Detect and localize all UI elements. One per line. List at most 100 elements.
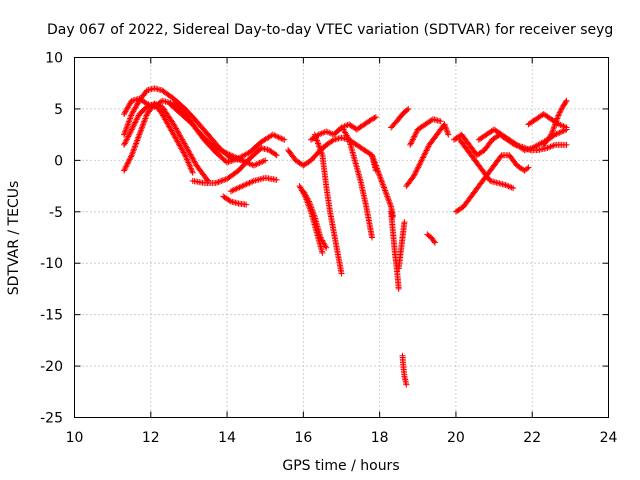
data-point xyxy=(135,134,142,141)
data-point xyxy=(374,166,381,173)
data-point xyxy=(231,156,238,163)
data-point xyxy=(219,148,226,155)
series-arc-22 xyxy=(424,231,438,246)
series-arc-11 xyxy=(300,188,330,251)
data-point xyxy=(375,169,382,176)
data-point xyxy=(220,149,227,155)
data-point xyxy=(131,144,138,151)
data-point xyxy=(549,128,556,135)
data-point xyxy=(379,181,386,188)
data-point xyxy=(124,160,131,167)
series-arc-17 xyxy=(388,105,412,131)
data-point xyxy=(410,134,417,141)
data-point xyxy=(318,149,325,156)
data-point xyxy=(444,128,451,135)
data-point xyxy=(127,129,134,136)
data-point xyxy=(416,161,423,168)
data-point xyxy=(317,146,324,153)
data-point xyxy=(419,155,426,162)
data-point xyxy=(125,159,132,166)
data-point xyxy=(430,238,437,245)
data-point xyxy=(227,152,234,159)
data-point xyxy=(252,161,259,168)
data-point xyxy=(123,136,130,143)
data-point xyxy=(395,285,402,292)
data-point xyxy=(369,153,376,160)
data-point xyxy=(224,159,231,166)
data-point xyxy=(230,186,237,193)
data-point xyxy=(408,139,415,146)
data-point xyxy=(125,132,132,139)
data-point xyxy=(375,168,382,175)
data-point xyxy=(383,190,390,197)
data-point xyxy=(384,193,391,200)
data-point xyxy=(185,160,192,167)
data-point xyxy=(122,139,129,146)
data-point xyxy=(139,124,146,131)
data-point xyxy=(228,157,235,164)
data-point xyxy=(409,137,416,144)
series-arc-9 xyxy=(285,134,379,174)
data-point xyxy=(316,144,323,151)
data-point xyxy=(262,157,269,164)
data-point xyxy=(547,132,554,139)
data-point xyxy=(182,152,189,159)
data-point xyxy=(123,125,130,132)
data-point xyxy=(140,119,147,126)
data-point xyxy=(412,130,419,137)
data-point xyxy=(317,147,324,154)
data-point xyxy=(225,158,232,165)
data-point xyxy=(384,194,391,201)
data-point xyxy=(184,158,191,165)
data-point xyxy=(130,122,137,129)
data-point xyxy=(377,175,384,182)
data-point xyxy=(142,115,149,122)
series-arc-2 xyxy=(121,85,246,164)
data-point xyxy=(423,147,430,154)
data-point xyxy=(378,178,385,185)
series-arc-18 xyxy=(395,219,408,272)
data-point xyxy=(137,128,144,135)
data-point xyxy=(412,169,419,176)
data-point xyxy=(383,191,390,198)
series-arc-26 xyxy=(475,126,570,154)
data-point xyxy=(415,164,422,171)
data-point xyxy=(226,151,233,158)
data-point xyxy=(552,121,559,128)
y-tick-label: -10 xyxy=(40,256,63,272)
data-point xyxy=(121,141,128,148)
data-point xyxy=(369,152,376,159)
data-point xyxy=(126,130,133,137)
data-point xyxy=(186,162,193,169)
y-tick-label: -20 xyxy=(40,359,63,375)
data-point xyxy=(131,120,138,127)
data-point xyxy=(551,122,558,129)
data-point xyxy=(124,122,131,129)
data-point xyxy=(129,125,136,132)
data-point xyxy=(371,158,378,165)
data-point xyxy=(214,179,221,186)
data-point xyxy=(385,197,392,204)
data-point xyxy=(319,249,326,256)
data-point xyxy=(376,171,383,178)
data-point xyxy=(313,137,320,144)
data-point xyxy=(554,114,561,121)
data-point xyxy=(140,121,147,128)
y-tick-label: -25 xyxy=(40,411,63,427)
data-point xyxy=(510,185,517,192)
data-point xyxy=(411,171,418,178)
y-tick-label: -15 xyxy=(40,308,63,324)
x-tick-labels: 10 12 14 16 18 20 22 24 xyxy=(66,430,618,446)
data-point xyxy=(212,179,219,186)
data-point xyxy=(136,131,143,138)
data-point xyxy=(222,176,229,183)
data-point xyxy=(403,381,410,388)
data-point xyxy=(415,162,422,169)
y-tick-labels: 10 5 0 -5 -10 -15 -20 -25 xyxy=(40,51,63,427)
data-point xyxy=(323,244,330,251)
x-tick-label: 18 xyxy=(371,430,389,446)
data-point xyxy=(129,149,136,156)
data-point xyxy=(127,155,134,162)
data-point xyxy=(372,114,379,121)
data-point xyxy=(121,166,128,173)
